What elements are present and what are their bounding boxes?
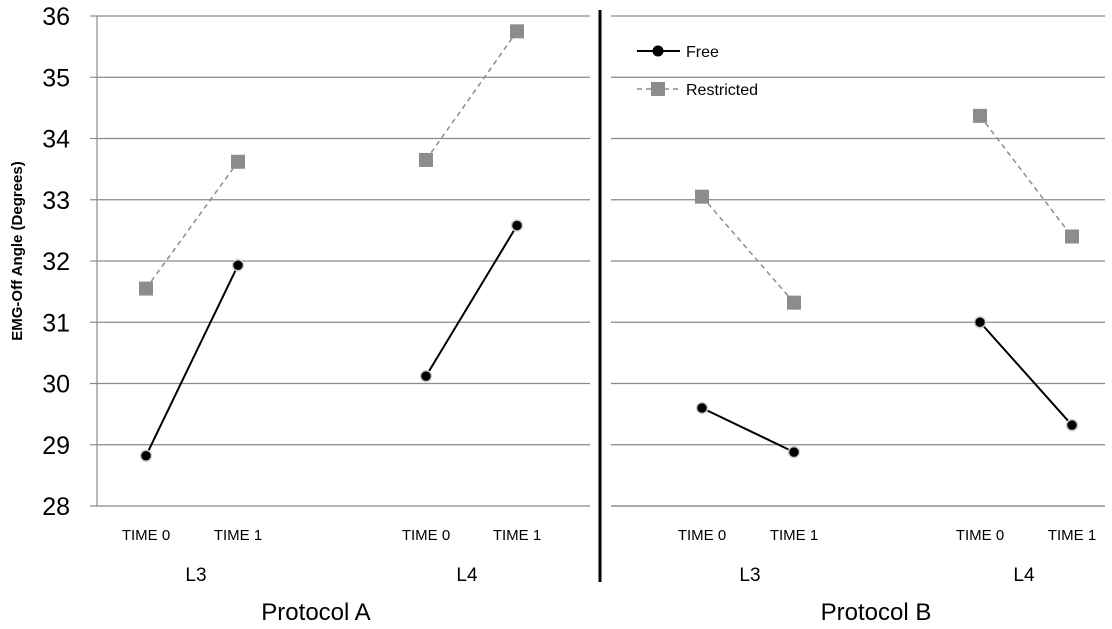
group-label-l4: L4 xyxy=(456,565,478,586)
legend-free-label: Free xyxy=(686,44,719,61)
x-tick-label: TIME 1 xyxy=(214,527,262,544)
x-tick-label: TIME 1 xyxy=(1048,527,1096,544)
x-tick-label: TIME 0 xyxy=(678,527,726,544)
restricted-marker xyxy=(973,108,987,123)
group-label-l3: L3 xyxy=(185,565,206,586)
x-tick-label: TIME 1 xyxy=(493,527,541,544)
restricted-line xyxy=(701,196,795,304)
restricted-marker xyxy=(419,152,433,167)
y-tick-label: 28 xyxy=(42,493,70,521)
restricted-marker xyxy=(231,154,245,169)
restricted-line xyxy=(145,161,239,290)
legend-restricted-marker xyxy=(651,82,665,96)
x-tick-label: TIME 0 xyxy=(956,527,1004,544)
restricted-marker xyxy=(139,281,153,296)
restricted-line xyxy=(425,30,518,161)
free-marker xyxy=(231,259,245,272)
restricted-marker xyxy=(787,295,801,310)
restricted-marker xyxy=(695,189,709,204)
legend-free-marker xyxy=(652,45,664,57)
group-label-l4: L4 xyxy=(1013,565,1035,586)
free-marker xyxy=(787,445,801,459)
group-label-l3: L3 xyxy=(739,565,760,586)
x-tick-label: TIME 1 xyxy=(770,527,818,544)
free-marker xyxy=(139,449,153,463)
free-line xyxy=(145,264,239,457)
restricted-marker xyxy=(1065,229,1079,244)
y-tick-label: 35 xyxy=(42,64,70,92)
legend-restricted-label: Restricted xyxy=(686,82,758,99)
free-marker xyxy=(1065,418,1079,432)
free-line xyxy=(425,224,518,377)
free-marker xyxy=(695,401,709,415)
free-line xyxy=(701,407,795,454)
y-tick-label: 30 xyxy=(42,371,70,399)
free-marker xyxy=(510,219,524,232)
panel-label-2: Protocol B xyxy=(821,599,932,626)
x-tick-label: TIME 0 xyxy=(122,527,170,544)
y-tick-label: 36 xyxy=(42,3,70,31)
free-marker xyxy=(973,316,987,329)
y-tick-label: 31 xyxy=(42,309,70,337)
x-tick-label: TIME 0 xyxy=(402,527,450,544)
restricted-line xyxy=(979,115,1073,237)
y-tick-label: 34 xyxy=(42,126,70,154)
y-axis-label: EMG-Off Angle (Degrees) xyxy=(9,161,26,340)
y-tick-label: 29 xyxy=(42,432,70,460)
free-marker xyxy=(419,369,433,383)
free-line xyxy=(979,321,1073,426)
y-tick-label: 33 xyxy=(42,187,70,215)
y-tick-label: 32 xyxy=(42,248,70,276)
restricted-marker xyxy=(510,24,524,39)
panel-label-1: Protocol A xyxy=(261,599,370,626)
